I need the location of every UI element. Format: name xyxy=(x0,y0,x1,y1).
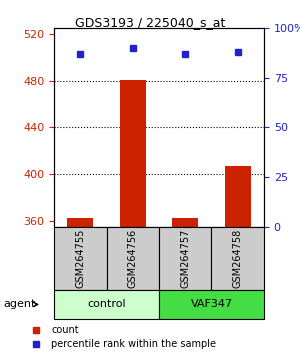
Text: count: count xyxy=(51,325,79,335)
Text: percentile rank within the sample: percentile rank within the sample xyxy=(51,339,216,349)
Text: agent: agent xyxy=(3,299,35,309)
Text: control: control xyxy=(87,299,126,309)
Text: GSM264757: GSM264757 xyxy=(180,229,190,288)
Bar xyxy=(120,80,146,227)
FancyBboxPatch shape xyxy=(106,227,159,290)
FancyBboxPatch shape xyxy=(54,227,106,290)
Text: GSM264755: GSM264755 xyxy=(75,229,85,288)
Bar xyxy=(67,218,93,227)
Text: GSM264756: GSM264756 xyxy=(128,229,138,288)
FancyBboxPatch shape xyxy=(212,227,264,290)
Text: VAF347: VAF347 xyxy=(190,299,232,309)
FancyBboxPatch shape xyxy=(159,290,264,319)
Bar xyxy=(225,166,251,227)
Text: GSM264758: GSM264758 xyxy=(233,229,243,288)
Text: GDS3193 / 225040_s_at: GDS3193 / 225040_s_at xyxy=(75,16,225,29)
Bar xyxy=(172,218,198,227)
FancyBboxPatch shape xyxy=(54,290,159,319)
FancyBboxPatch shape xyxy=(159,227,211,290)
